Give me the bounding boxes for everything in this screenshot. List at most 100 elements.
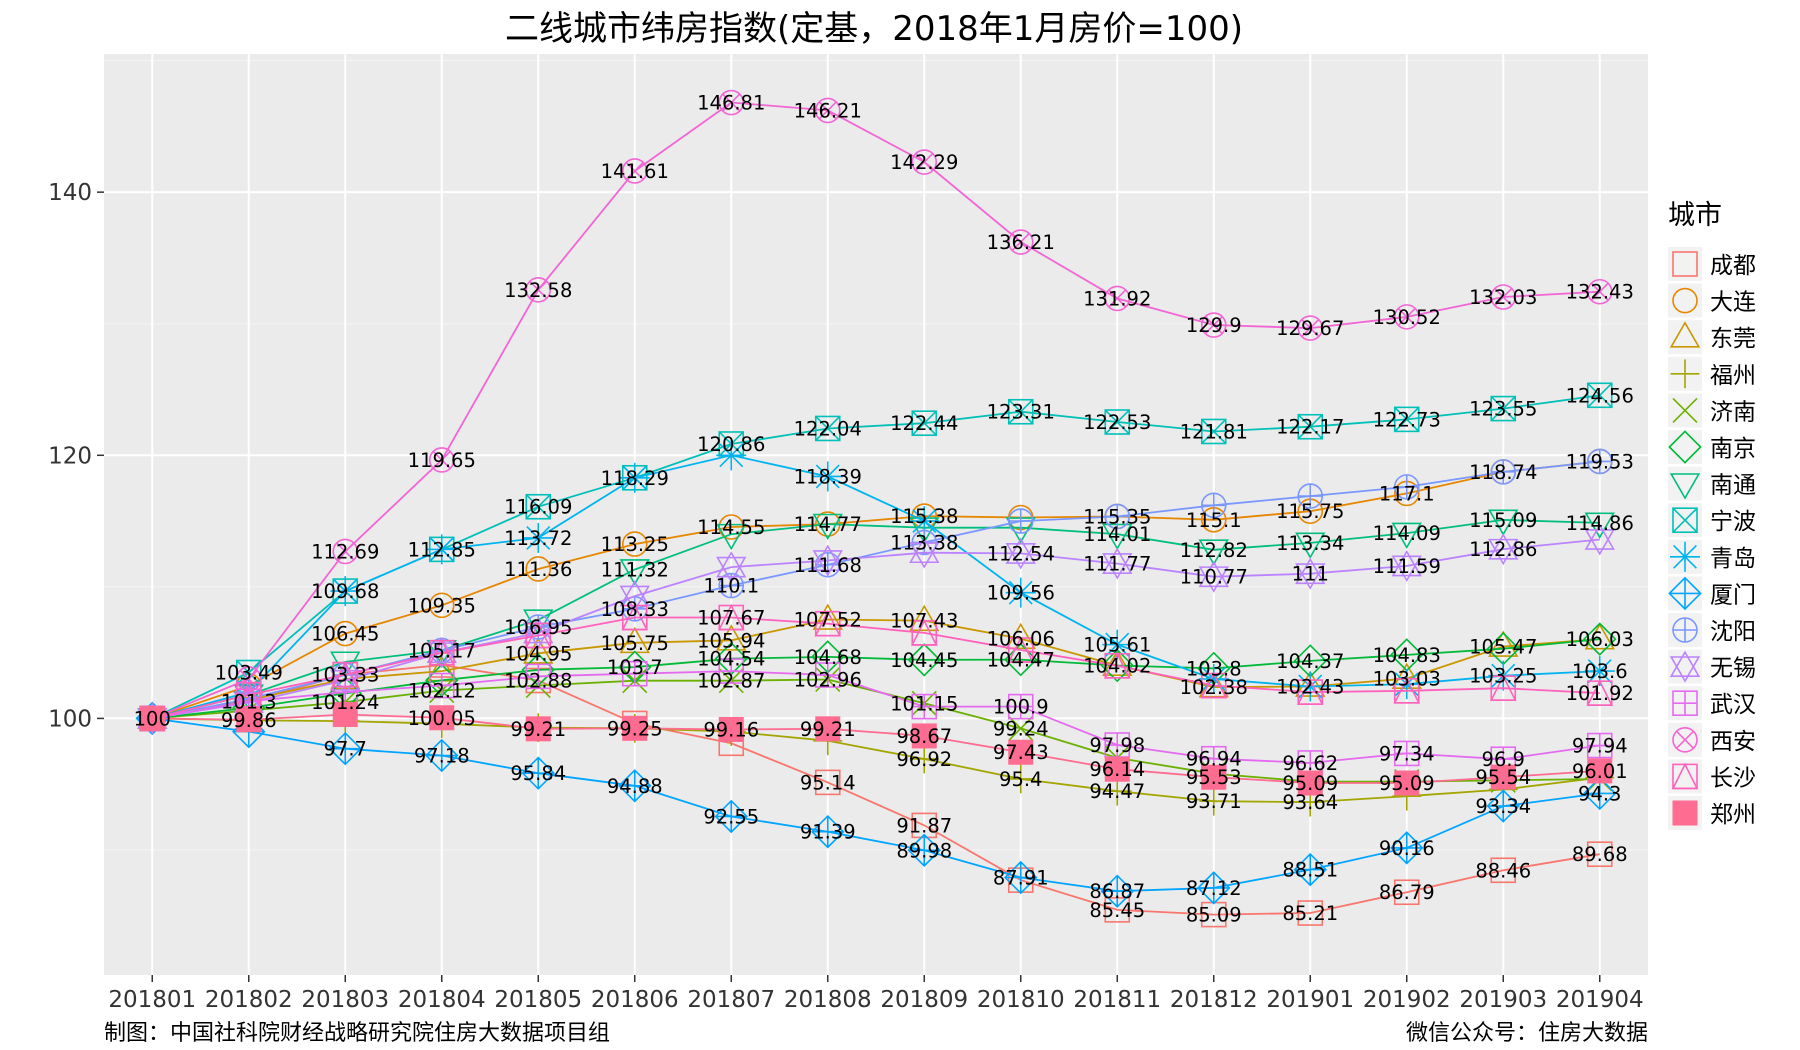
legend-label: 大连	[1710, 290, 1756, 316]
data-point	[236, 707, 262, 733]
data-point	[1587, 758, 1613, 784]
data-label: 94.3	[1578, 782, 1621, 805]
legend-key	[1672, 507, 1698, 534]
data-label: 86.79	[1379, 881, 1435, 904]
data-label: 92.55	[703, 805, 759, 828]
data-label: 141.61	[601, 160, 669, 183]
data-label: 114.55	[697, 516, 765, 539]
data-point	[1104, 285, 1131, 312]
data-label: 132.03	[1469, 286, 1537, 309]
legend-label: 郑州	[1710, 802, 1756, 828]
data-point	[1490, 459, 1517, 485]
data-point	[1297, 315, 1324, 341]
data-label: 95.84	[510, 762, 566, 785]
data-point	[716, 440, 747, 471]
data-label: 104.95	[504, 642, 572, 665]
data-point	[1007, 508, 1034, 534]
data-label: 113.25	[601, 533, 669, 556]
data-point	[1584, 512, 1615, 539]
data-label: 105.17	[408, 639, 476, 662]
data-point	[1297, 770, 1323, 796]
legend-key	[1672, 617, 1698, 643]
data-point	[621, 603, 649, 631]
legend-item: 沈阳	[1668, 613, 1756, 647]
data-label: 113.38	[890, 531, 958, 554]
legend-item: 东莞	[1668, 320, 1756, 355]
legend-label: 武汉	[1710, 692, 1756, 718]
data-label: 87.12	[1186, 877, 1242, 900]
data-point	[1489, 674, 1517, 701]
data-label: 122.17	[1276, 416, 1344, 439]
data-point	[907, 643, 941, 677]
data-label: 104.68	[794, 646, 862, 669]
data-label: 104.54	[697, 648, 765, 671]
series-13	[139, 658, 1613, 776]
data-point	[621, 660, 648, 687]
data-label: 96.14	[1089, 758, 1145, 781]
data-point	[718, 89, 745, 116]
data-point	[1104, 756, 1130, 782]
data-point	[1198, 539, 1229, 566]
data-point	[1584, 523, 1615, 556]
data-label: 110.1	[703, 575, 759, 598]
series-line	[152, 717, 1600, 804]
data-point	[1104, 503, 1131, 530]
data-point	[235, 666, 262, 692]
data-label: 95.4	[999, 768, 1042, 791]
data-label: 105.75	[601, 632, 669, 655]
series-16	[139, 701, 1613, 796]
data-point	[1008, 739, 1034, 765]
data-label: 96.62	[1282, 752, 1338, 775]
data-label: 122.04	[794, 417, 862, 440]
x-tick-label: 201812	[1170, 987, 1258, 1013]
legend-item: 西安	[1668, 722, 1756, 757]
data-label: 136.21	[987, 231, 1055, 254]
data-label: 99.16	[703, 718, 759, 741]
legend-label: 南通	[1710, 473, 1756, 499]
data-label: 112.86	[1469, 538, 1537, 561]
data-label: 119.53	[1566, 450, 1634, 473]
x-tick-label: 201803	[301, 987, 389, 1013]
data-point	[716, 551, 747, 584]
legend-key-bg	[1668, 466, 1702, 501]
data-point	[1004, 642, 1038, 677]
series-line	[152, 454, 1600, 720]
data-point	[1490, 764, 1516, 790]
series-line	[151, 101, 1600, 720]
data-point	[331, 660, 359, 688]
data-point	[1102, 547, 1133, 580]
x-tick-label: 201804	[398, 987, 486, 1013]
data-point	[1393, 740, 1420, 767]
data-point	[1004, 860, 1038, 895]
data-label: 106.95	[504, 616, 572, 639]
data-point	[1007, 398, 1034, 425]
data-point	[523, 609, 554, 636]
data-label: 104.83	[1373, 644, 1441, 667]
data-point	[428, 592, 455, 619]
data-label: 114.01	[1083, 523, 1151, 546]
data-label: 115.35	[1083, 505, 1151, 528]
x-tick-label: 201806	[591, 987, 679, 1013]
data-label: 101.92	[1566, 682, 1634, 705]
legend-label: 厦门	[1710, 582, 1756, 608]
data-label: 146.81	[697, 92, 765, 115]
legend-item: 成都	[1668, 247, 1756, 281]
data-label: 121.81	[1180, 420, 1248, 443]
data-point	[1391, 549, 1422, 582]
data-label: 118.74	[1469, 461, 1537, 484]
data-label: 99.86	[221, 709, 277, 732]
data-label: 85.09	[1186, 904, 1242, 927]
data-point	[1005, 622, 1036, 650]
data-label: 96.9	[1482, 748, 1525, 771]
data-point	[1297, 483, 1324, 509]
legend-key-bg	[1668, 320, 1702, 355]
data-label: 102.43	[1276, 675, 1344, 698]
data-label: 114.77	[794, 513, 862, 536]
data-label: 119.65	[408, 449, 476, 472]
data-label: 115.1	[1186, 509, 1242, 532]
data-point	[811, 814, 845, 849]
legend-key	[1669, 650, 1701, 683]
data-label: 131.92	[1083, 287, 1151, 310]
legend-key	[1670, 359, 1700, 389]
x-tick-label: 201808	[784, 987, 872, 1013]
